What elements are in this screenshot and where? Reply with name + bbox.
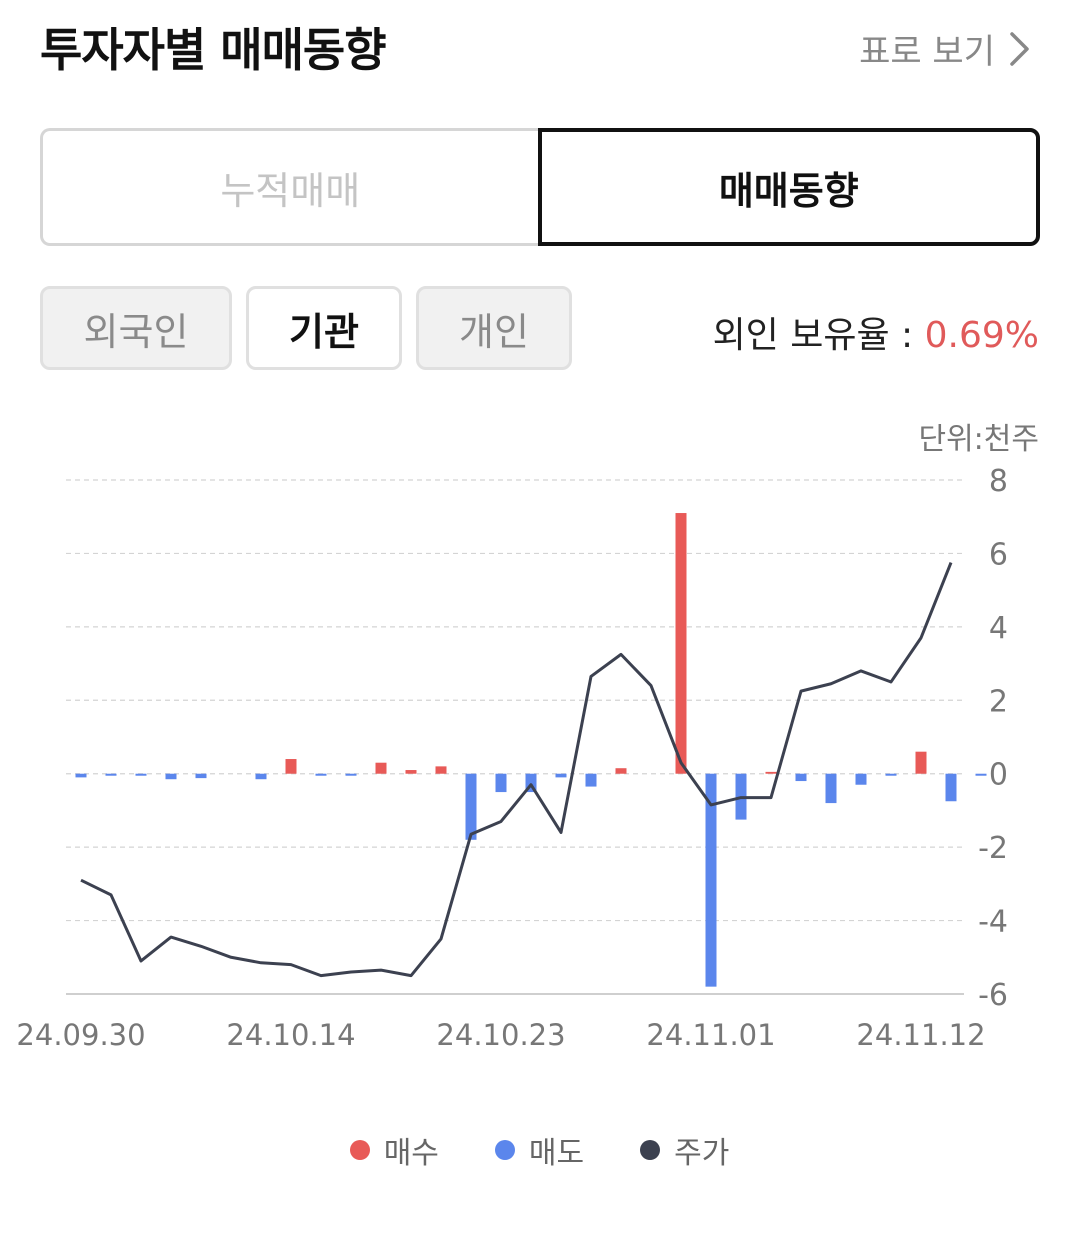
unit-label: 단위:천주 xyxy=(918,422,1039,457)
foreign-ownership-label: 외인 보유율 : xyxy=(712,315,925,356)
sell-bar xyxy=(825,773,837,804)
sell-bar xyxy=(795,773,807,782)
sell-bar xyxy=(75,773,87,778)
foreign-ownership-value: 0.69% xyxy=(924,315,1039,356)
y-tick-label: -4 xyxy=(978,905,1008,940)
x-tick-label: 24.09.30 xyxy=(16,1018,145,1052)
toggle-trend[interactable]: 매매동향 xyxy=(537,128,1040,246)
legend-buy-swatch xyxy=(349,1140,370,1160)
sell-bar xyxy=(135,773,147,776)
buy-bar xyxy=(435,766,447,774)
legend-buy: 매수 xyxy=(349,1128,439,1172)
y-tick-label: 4 xyxy=(989,611,1008,646)
tab-institution[interactable]: 기관 xyxy=(246,286,402,370)
chart-legend: 매수 매도 주가 xyxy=(0,1128,1079,1172)
y-tick-label: 0 xyxy=(989,758,1008,793)
legend-sell-swatch xyxy=(494,1140,515,1160)
trading-trend-chart: 8 6 4 2 0 -2 -4 -6 24.09.30 24.10.14 24.10.23 24.11… xyxy=(16,464,1008,1052)
sell-bar xyxy=(555,773,567,778)
x-tick-label: 24.10.23 xyxy=(436,1018,565,1052)
buy-bar xyxy=(765,771,777,774)
legend-price-label: 주가 xyxy=(674,1136,730,1171)
x-tick-label: 24.11.01 xyxy=(646,1018,775,1052)
tab-foreign[interactable]: 외국인 xyxy=(40,286,232,370)
legend-sell-label: 매도 xyxy=(528,1136,585,1171)
y-tick-label: 2 xyxy=(989,684,1008,719)
sell-bar xyxy=(525,773,537,793)
x-tick-label: 24.10.14 xyxy=(226,1018,355,1052)
y-tick-label: 6 xyxy=(989,537,1008,572)
sell-bar xyxy=(105,773,117,776)
toggle-cumulative[interactable]: 누적매매 xyxy=(40,128,538,246)
y-tick-label: 8 xyxy=(989,464,1008,499)
sell-bar xyxy=(885,773,897,776)
buy-bar xyxy=(375,762,387,774)
sell-bar xyxy=(465,773,477,840)
foreign-ownership: 외인 보유율 : 0.69% xyxy=(713,306,1039,358)
buy-bar xyxy=(405,770,417,774)
y-tick-label: -2 xyxy=(978,831,1008,866)
legend-buy-label: 매수 xyxy=(383,1136,439,1171)
sell-bar xyxy=(165,773,177,780)
investor-tabs: 외국인 기관 개인 xyxy=(40,286,572,370)
page-title: 투자자별 매매동향 xyxy=(40,23,387,77)
view-as-table-link[interactable]: 표로 보기 xyxy=(859,24,1031,73)
buy-bar xyxy=(615,768,627,774)
legend-price-swatch xyxy=(640,1140,661,1160)
price-line xyxy=(80,562,953,978)
sell-bar xyxy=(345,773,357,776)
sell-bar xyxy=(945,773,957,802)
sell-bar xyxy=(495,773,507,793)
chevron-right-icon xyxy=(1010,31,1029,66)
tab-individual[interactable]: 개인 xyxy=(416,286,572,370)
x-tick-label: 24.11.12 xyxy=(856,1018,985,1052)
view-as-table-label: 표로 보기 xyxy=(859,32,995,72)
buy-bar xyxy=(915,751,927,774)
buy-bar xyxy=(285,759,297,774)
view-toggle: 누적매매 매매동향 xyxy=(40,128,1040,246)
sell-bar xyxy=(975,773,987,776)
sell-bar xyxy=(855,773,867,785)
sell-bar xyxy=(195,773,207,779)
legend-price: 주가 xyxy=(640,1128,729,1172)
sell-bar xyxy=(705,773,717,987)
sell-bar xyxy=(255,773,267,780)
legend-sell: 매도 xyxy=(494,1128,585,1172)
buy-bar xyxy=(675,513,687,774)
sell-bar xyxy=(315,773,327,776)
y-tick-label: -6 xyxy=(978,978,1008,1013)
sell-bar xyxy=(585,773,597,787)
